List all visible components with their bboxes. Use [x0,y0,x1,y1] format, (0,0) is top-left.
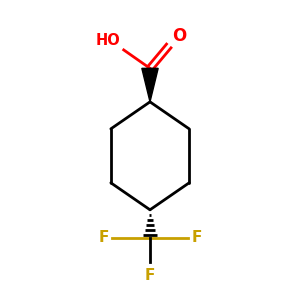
Text: F: F [191,230,202,245]
Text: F: F [145,268,155,283]
Text: HO: HO [96,34,121,49]
Text: O: O [172,26,187,44]
Polygon shape [142,68,158,102]
Text: F: F [98,230,109,245]
